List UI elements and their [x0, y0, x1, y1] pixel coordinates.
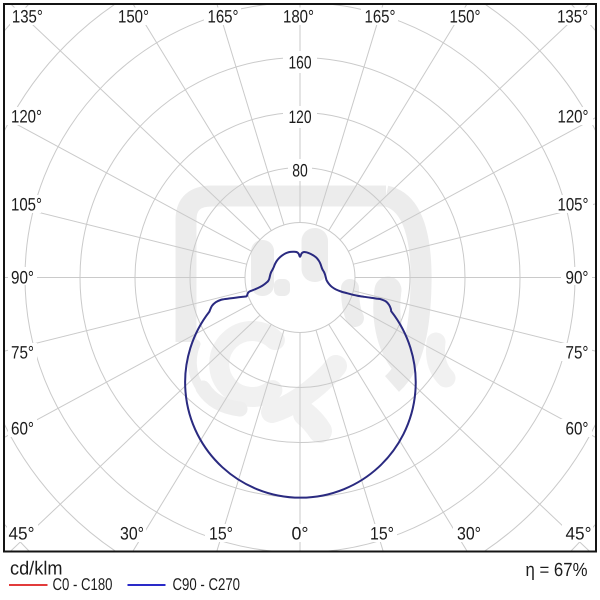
svg-text:90°: 90° — [566, 268, 589, 288]
svg-text:15°: 15° — [370, 524, 394, 544]
svg-text:80: 80 — [292, 161, 308, 181]
svg-text:C90 - C270: C90 - C270 — [173, 575, 241, 594]
svg-text:cd/klm: cd/klm — [10, 559, 63, 580]
svg-text:120: 120 — [289, 107, 312, 127]
svg-text:30°: 30° — [457, 524, 481, 544]
svg-text:η = 67%: η = 67% — [526, 560, 588, 581]
svg-text:165°: 165° — [365, 7, 396, 27]
svg-text:135°: 135° — [557, 7, 588, 27]
svg-text:160: 160 — [289, 53, 312, 73]
svg-text:90°: 90° — [11, 268, 34, 288]
svg-text:165°: 165° — [208, 7, 239, 27]
svg-text:75°: 75° — [566, 343, 589, 363]
svg-text:120°: 120° — [11, 107, 42, 127]
svg-text:60°: 60° — [11, 419, 34, 439]
svg-text:15°: 15° — [209, 524, 233, 544]
svg-text:45°: 45° — [9, 524, 35, 544]
svg-text:135°: 135° — [12, 7, 43, 27]
svg-text:30°: 30° — [120, 524, 144, 544]
svg-text:150°: 150° — [450, 7, 481, 27]
svg-text:105°: 105° — [11, 195, 42, 215]
svg-text:C0 - C180: C0 - C180 — [53, 575, 113, 594]
svg-text:75°: 75° — [11, 343, 34, 363]
svg-text:180°: 180° — [283, 7, 314, 27]
svg-text:105°: 105° — [558, 195, 589, 215]
svg-text:60°: 60° — [566, 419, 589, 439]
svg-text:120°: 120° — [558, 107, 589, 127]
svg-text:45°: 45° — [566, 524, 592, 544]
svg-text:0°: 0° — [292, 524, 309, 544]
svg-text:150°: 150° — [118, 7, 149, 27]
